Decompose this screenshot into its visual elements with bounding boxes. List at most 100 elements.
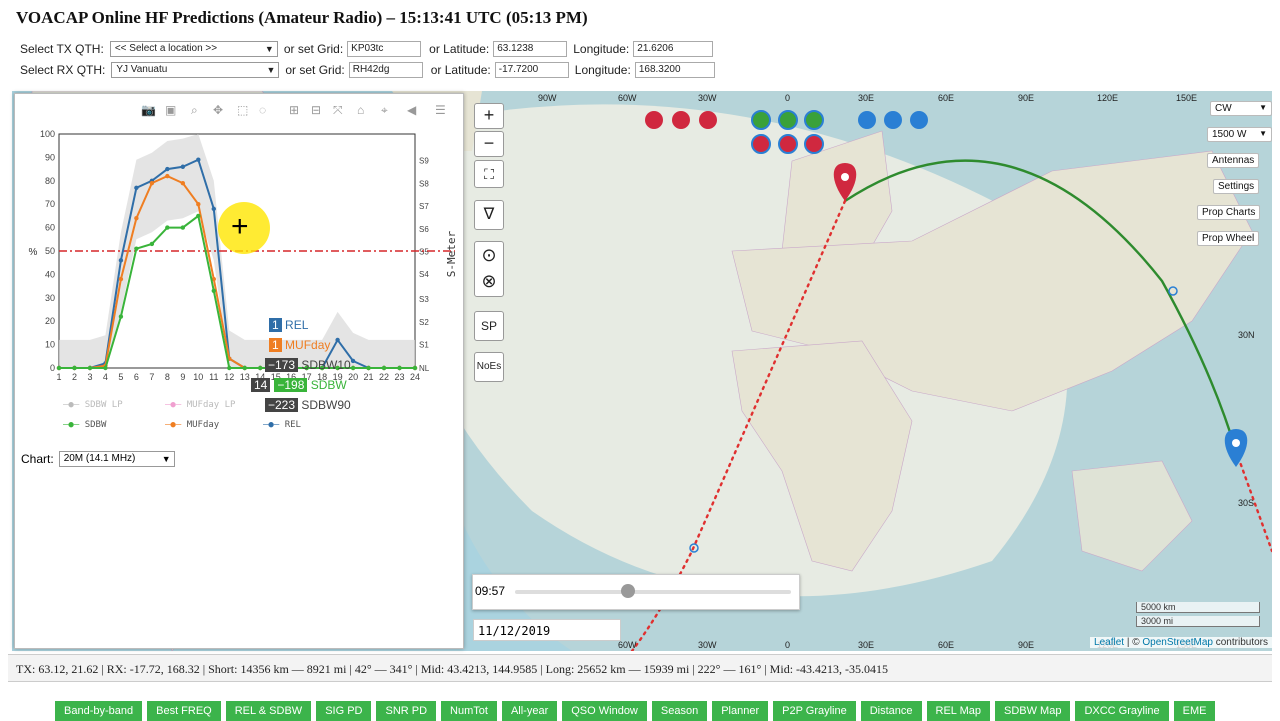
nav-button-all-year[interactable]: All-year	[501, 701, 558, 721]
nav-button-sig-pd[interactable]: SIG PD	[316, 701, 372, 721]
tx-lon-input[interactable]: 21.6206	[633, 41, 714, 57]
hover-sdbw10-name: SDBW10	[301, 358, 351, 372]
chart-band-select[interactable]: 20M (14.1 MHz) ▼	[58, 451, 175, 467]
x-tick-label: 17	[302, 372, 312, 382]
legend-rel[interactable]: —●— REL	[263, 420, 301, 430]
cross-circle-icon[interactable]: ⊗	[481, 271, 497, 291]
zoom-in-button[interactable]: +	[474, 103, 504, 129]
legend-mufday[interactable]: —●— MUFday	[165, 420, 219, 430]
chevron-down-icon: ▼	[264, 44, 274, 54]
nav-button-p2p-grayline[interactable]: P2P Grayline	[773, 701, 856, 721]
x-tick-label: 5	[118, 372, 123, 382]
day-night-buttons[interactable]: ⊙ ⊗	[474, 241, 504, 297]
legend-label: SDBW LP	[84, 400, 123, 410]
nav-button-band-by-band[interactable]: Band-by-band	[55, 701, 143, 721]
antennas-button[interactable]: Antennas	[1207, 153, 1260, 168]
propagation-map[interactable]	[12, 91, 1272, 651]
time-slider-handle[interactable]	[621, 584, 636, 598]
rx-marker-icon	[1224, 429, 1248, 467]
point-sdbw	[103, 365, 108, 371]
prop-charts-button[interactable]: Prop Charts	[1197, 205, 1261, 220]
short-path-line	[844, 159, 1238, 452]
tx-grid-input[interactable]: KP03tc	[347, 41, 422, 57]
nav-button-distance[interactable]: Distance	[860, 701, 922, 721]
x-tick-label: 24	[410, 372, 420, 382]
x-tick-label: 20	[348, 372, 358, 382]
africa	[731, 340, 913, 572]
chevron-down-icon: ▼	[161, 454, 171, 464]
y2-tick-label: S8	[419, 179, 429, 188]
y-tick-label: 0	[50, 363, 55, 373]
attribution-tail: contributors	[1212, 637, 1268, 648]
tx-location-select[interactable]: << Select a location >> ▼	[109, 41, 278, 57]
osm-link[interactable]: OpenStreetMap	[1142, 637, 1213, 648]
y-tick-label: 10	[45, 340, 55, 350]
x-tick-label: 11	[209, 372, 218, 382]
fullscreen-button[interactable]: ⛶	[474, 160, 504, 188]
map-canvas	[31, 91, 1272, 651]
rx-grid-input[interactable]: RH42dg	[348, 62, 423, 78]
legend-sdbw-lp[interactable]: —●— SDBW LP	[63, 400, 123, 410]
y-axis-label: %	[29, 247, 38, 258]
map-attribution: Leaflet | © OpenStreetMap contributors	[1090, 637, 1272, 648]
leaflet-link[interactable]: Leaflet	[1094, 637, 1125, 648]
rx-label: Select RX QTH:	[20, 63, 106, 77]
legend-sdbw[interactable]: —●— SDBW	[63, 420, 106, 430]
nav-button-eme[interactable]: EME	[1173, 701, 1216, 721]
settings-button[interactable]: Settings	[1213, 179, 1260, 194]
zoom-icon: ⌕	[191, 103, 198, 117]
point-mufday	[180, 180, 186, 186]
nav-button-best-freq[interactable]: Best FREQ	[147, 701, 221, 721]
date-input[interactable]: 11/12/2019	[473, 619, 621, 641]
nav-button-qso-window[interactable]: QSO Window	[562, 701, 647, 721]
nav-button-numtot[interactable]: NumTot	[441, 701, 497, 721]
sun-icon[interactable]: ⊙	[481, 245, 497, 265]
hover-muf-value: 1	[269, 338, 282, 352]
x-tick-label: 21	[364, 372, 374, 382]
y-tick-label: 100	[40, 129, 55, 139]
long-path-midpoint	[689, 543, 699, 553]
nav-button-season[interactable]: Season	[651, 701, 708, 721]
x-tick-label: 7	[149, 372, 154, 382]
no-es-button[interactable]: NoEs	[474, 352, 504, 382]
power-select[interactable]: 1500 W ▼	[1207, 127, 1272, 142]
nav-button-planner[interactable]: Planner	[712, 701, 769, 721]
nav-button-dxcc-grayline[interactable]: DXCC Grayline	[1075, 701, 1169, 721]
prop-wheel-button[interactable]: Prop Wheel	[1197, 231, 1260, 246]
hover-sdbw90: −223 SDBW90	[265, 398, 351, 412]
mode-select[interactable]: CW ▼	[1210, 101, 1272, 116]
point-mufday	[165, 173, 170, 179]
australia	[1071, 460, 1193, 572]
rx-location-select[interactable]: YJ Vanuatu ▼	[111, 62, 280, 78]
x-tick-label: 19	[333, 372, 343, 382]
y2-tick-label: S2	[419, 318, 429, 327]
nav-button-rel-sdbw[interactable]: REL & SDBW	[225, 701, 312, 721]
short-path-button[interactable]: SP	[474, 311, 504, 341]
point-sdbw	[397, 365, 402, 371]
zoom-out-button[interactable]: −	[474, 131, 504, 157]
legend-marker: —●—	[63, 400, 85, 410]
power-value: 1500 W	[1212, 129, 1247, 140]
tx-lat-input[interactable]: 63.1238	[493, 41, 568, 57]
y2-tick-label: S5	[419, 247, 429, 256]
pan-icon: ✥	[213, 103, 223, 117]
nav-button-rel-map[interactable]: REL Map	[926, 701, 990, 721]
point-sdbw	[165, 225, 170, 230]
point-mufday	[118, 276, 124, 282]
cursor-highlight	[218, 202, 270, 254]
point-sdbw	[196, 213, 201, 219]
rx-lat-input[interactable]: -17.7200	[494, 62, 569, 78]
nav-button-snr-pd[interactable]: SNR PD	[376, 701, 437, 721]
nav-button-sdbw-map[interactable]: SDBW Map	[994, 701, 1071, 721]
point-sdbw	[319, 365, 325, 371]
y-tick-label: 40	[45, 269, 55, 279]
time-slider-track[interactable]	[515, 590, 791, 594]
filter-button[interactable]: ∇	[474, 200, 504, 230]
point-sdbw	[149, 241, 155, 247]
legend-mufday-lp[interactable]: —●— MUFday LP	[165, 400, 235, 410]
y2-tick-label: S6	[419, 225, 429, 234]
rx-lon-input[interactable]: 168.3200	[634, 62, 715, 78]
prop-chart[interactable]: 📷 ▣ ⌕ ✥ ⬚ ◌ ⊞ ⊟ ⤧ ⌂ ⌖ ◀ ☰ 0 10 20 30 40 50 60 7…	[15, 94, 463, 444]
y-tick-label: 90	[45, 152, 55, 162]
y-tick-label: 80	[45, 176, 55, 186]
